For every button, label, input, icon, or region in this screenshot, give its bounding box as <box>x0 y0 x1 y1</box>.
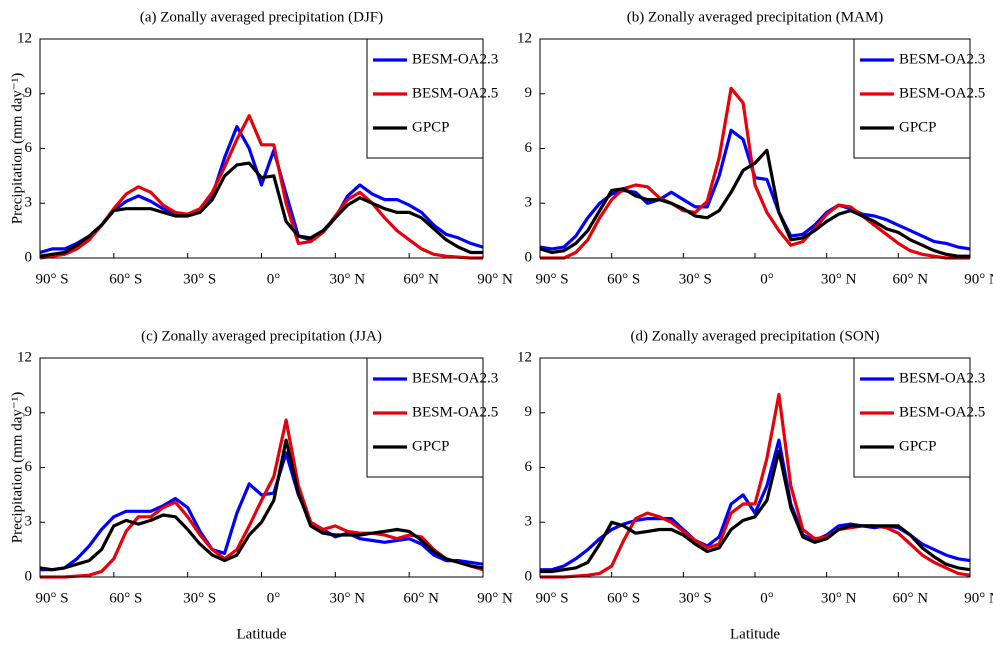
x-axis-label: Latitude <box>730 626 780 642</box>
y-tick-label: 0 <box>25 568 33 584</box>
x-tick-label: 0° <box>267 271 281 287</box>
y-tick-label: 6 <box>525 459 533 475</box>
x-tick-label: 60° S <box>607 271 640 287</box>
series-line <box>540 392 971 579</box>
x-tick-label: 60° S <box>109 271 142 287</box>
legend-label: BESM-OA2.5 <box>899 404 985 420</box>
y-tick-label: 6 <box>25 459 33 475</box>
y-tick-label: 3 <box>525 514 533 530</box>
y-tick-label: 3 <box>525 195 533 211</box>
panel-title: (b) Zonally averaged precipitation (MAM) <box>627 9 884 25</box>
y-tick-label: 3 <box>25 195 33 211</box>
series-line <box>540 86 970 260</box>
x-tick-label: 90° S <box>535 590 568 606</box>
x-tick-label: 60° N <box>893 590 929 606</box>
y-tick-label: 6 <box>25 140 33 156</box>
series-line <box>39 161 483 258</box>
legend-label: GPCP <box>412 119 450 135</box>
series-line <box>40 418 484 579</box>
y-tick-label: 9 <box>25 85 33 101</box>
series-line <box>39 114 483 260</box>
y-tick-label: 12 <box>17 30 32 46</box>
y-tick-label: 12 <box>17 349 32 365</box>
x-tick-label: 90° N <box>477 590 513 606</box>
x-tick-label: 30° N <box>821 271 857 287</box>
x-tick-label: 30° S <box>183 590 216 606</box>
legend-label: BESM-OA2.3 <box>412 51 498 67</box>
y-tick-label: 9 <box>525 85 533 101</box>
y-axis-label: Precipitation (mm day⁻¹) <box>9 392 25 544</box>
y-tick-label: 0 <box>525 249 533 265</box>
series-line <box>540 449 971 574</box>
x-tick-label: 60° N <box>403 590 439 606</box>
panel-title: (a) Zonally averaged precipitation (DJF) <box>140 9 383 25</box>
x-tick-label: 0° <box>267 590 281 606</box>
panel: (b) Zonally averaged precipitation (MAM)… <box>517 9 993 287</box>
legend-label: BESM-OA2.5 <box>899 85 985 101</box>
y-tick-label: 0 <box>25 249 33 265</box>
x-tick-label: 30° N <box>330 590 366 606</box>
legend-label: BESM-OA2.3 <box>412 370 498 386</box>
panel: (c) Zonally averaged precipitation (JJA)… <box>9 328 513 642</box>
panel: (a) Zonally averaged precipitation (DJF)… <box>9 9 513 287</box>
x-tick-label: 30° N <box>330 271 366 287</box>
x-tick-label: 60° S <box>607 590 640 606</box>
x-tick-label: 90° S <box>535 271 568 287</box>
y-axis-label: Precipitation (mm day⁻¹) <box>9 73 25 225</box>
panel: (d) Zonally averaged precipitation (SON)… <box>517 328 993 642</box>
y-tick-label: 3 <box>25 514 33 530</box>
x-tick-label: 90° N <box>477 271 513 287</box>
x-axis-label: Latitude <box>237 626 287 642</box>
legend-label: GPCP <box>899 119 937 135</box>
y-tick-label: 0 <box>525 568 533 584</box>
x-tick-label: 90° S <box>35 590 68 606</box>
x-tick-label: 90° N <box>964 271 993 287</box>
x-tick-label: 30° S <box>183 271 216 287</box>
x-tick-label: 90° S <box>35 271 68 287</box>
series-line <box>40 451 484 572</box>
x-tick-label: 0° <box>760 271 774 287</box>
legend-label: BESM-OA2.3 <box>899 51 985 67</box>
y-tick-label: 9 <box>25 404 33 420</box>
series-line <box>539 148 970 258</box>
x-tick-label: 0° <box>760 590 774 606</box>
x-tick-label: 30° N <box>821 590 857 606</box>
x-tick-label: 30° S <box>679 590 712 606</box>
y-tick-label: 12 <box>517 349 532 365</box>
y-tick-label: 6 <box>525 140 533 156</box>
x-tick-label: 60° N <box>403 271 439 287</box>
y-tick-label: 12 <box>517 30 532 46</box>
y-tick-label: 9 <box>525 404 533 420</box>
x-tick-label: 60° N <box>893 271 929 287</box>
panel-title: (c) Zonally averaged precipitation (JJA) <box>141 328 382 344</box>
x-tick-label: 30° S <box>679 271 712 287</box>
legend-label: GPCP <box>899 438 937 454</box>
legend-label: BESM-OA2.3 <box>899 370 985 386</box>
x-tick-label: 90° N <box>964 590 993 606</box>
legend-label: BESM-OA2.5 <box>412 404 498 420</box>
series-line <box>39 438 484 572</box>
legend-label: GPCP <box>412 438 450 454</box>
panel-title: (d) Zonally averaged precipitation (SON) <box>630 328 879 344</box>
legend-label: BESM-OA2.5 <box>412 85 498 101</box>
x-tick-label: 60° S <box>109 590 142 606</box>
